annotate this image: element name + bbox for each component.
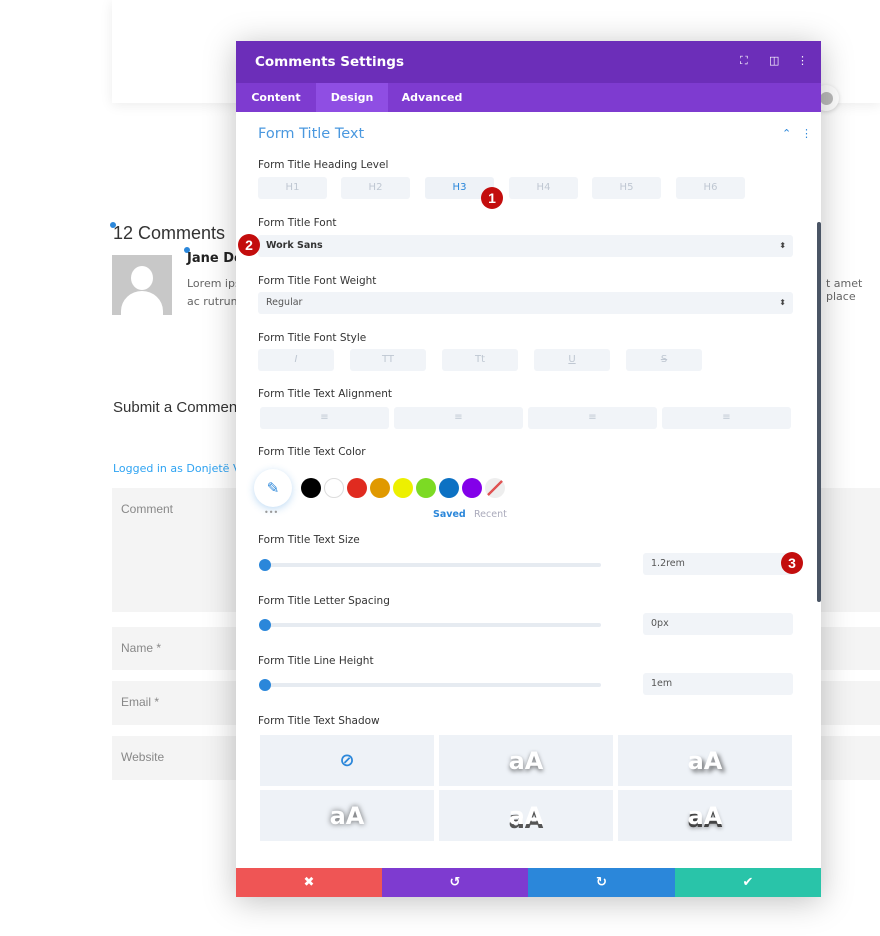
tab-advanced[interactable]: Advanced bbox=[401, 91, 463, 104]
color-swatch-red[interactable] bbox=[347, 478, 367, 498]
text-shadow-label: Form Title Text Shadow bbox=[258, 715, 380, 727]
edit-dot[interactable] bbox=[184, 247, 190, 253]
edit-dot[interactable] bbox=[110, 222, 116, 228]
section-menu-icon[interactable]: ⋮ bbox=[801, 127, 812, 140]
heading-level-label: Form Title Heading Level bbox=[258, 159, 389, 171]
style-strikethrough[interactable]: S bbox=[626, 349, 702, 371]
comments-count-title: 12 Comments bbox=[113, 223, 226, 243]
heading-h1[interactable]: H1 bbox=[258, 177, 327, 199]
saved-colors-tab[interactable]: Saved bbox=[433, 509, 466, 520]
shadow-preset-3[interactable]: aA bbox=[260, 790, 434, 841]
settings-panel: Comments Settings ⛶ ◫ ⋮ Content Design A… bbox=[236, 41, 821, 897]
comment-text: t amet place bbox=[826, 277, 863, 303]
font-weight-select[interactable]: Regular ⬍ bbox=[258, 292, 793, 314]
scrollbar[interactable] bbox=[817, 222, 821, 602]
heading-h6[interactable]: H6 bbox=[676, 177, 745, 199]
text-color-label: Form Title Text Color bbox=[258, 446, 366, 458]
color-swatch-yellow[interactable] bbox=[393, 478, 413, 498]
style-italic[interactable]: I bbox=[258, 349, 334, 371]
heading-h3[interactable]: H3 bbox=[425, 177, 494, 199]
avatar bbox=[112, 255, 172, 315]
color-swatch-blue[interactable] bbox=[439, 478, 459, 498]
line-height-input[interactable]: 1em bbox=[643, 673, 793, 695]
panel-header: Comments Settings ⛶ ◫ ⋮ bbox=[236, 41, 821, 83]
shadow-preset-1[interactable]: aA bbox=[439, 735, 613, 786]
tab-content[interactable]: Content bbox=[251, 91, 301, 104]
comment-author: Jane Doe bbox=[187, 251, 252, 266]
line-height-slider[interactable] bbox=[259, 679, 601, 691]
recent-colors-tab[interactable]: Recent bbox=[474, 509, 507, 520]
check-icon: ✔ bbox=[742, 875, 754, 890]
step-badge: 2 bbox=[238, 234, 260, 256]
color-swatch-purple[interactable] bbox=[462, 478, 482, 498]
shadow-preset-5[interactable]: aA bbox=[618, 790, 792, 841]
more-options-icon[interactable]: ⋮ bbox=[797, 54, 808, 67]
fullscreen-icon[interactable]: ⛶ bbox=[740, 54, 748, 67]
font-weight-value: Regular bbox=[266, 297, 303, 308]
align-center-icon[interactable]: ≡ bbox=[394, 407, 523, 429]
redo-icon: ↻ bbox=[596, 875, 607, 890]
step-badge: 3 bbox=[781, 552, 803, 574]
save-button[interactable]: ✔ bbox=[675, 868, 821, 897]
letter-spacing-slider[interactable] bbox=[259, 619, 601, 631]
font-value: Work Sans bbox=[266, 240, 323, 251]
slider-handle[interactable] bbox=[259, 679, 271, 691]
undo-button[interactable]: ↺ bbox=[382, 868, 528, 897]
no-shadow-icon[interactable]: ⊘ bbox=[260, 735, 434, 786]
align-left-icon[interactable]: ≡ bbox=[260, 407, 389, 429]
alignment-label: Form Title Text Alignment bbox=[258, 388, 392, 400]
shadow-preset-2[interactable]: aA bbox=[618, 735, 792, 786]
text-size-label: Form Title Text Size bbox=[258, 534, 360, 546]
color-swatch-orange[interactable] bbox=[370, 478, 390, 498]
comment-text: Lorem ips bbox=[187, 277, 241, 290]
color-swatch-black[interactable] bbox=[301, 478, 321, 498]
cancel-button[interactable]: ✖ bbox=[236, 868, 382, 897]
font-style-label: Form Title Font Style bbox=[258, 332, 367, 344]
collapse-chevron-icon[interactable]: ⌃ bbox=[782, 127, 792, 140]
logged-in-link[interactable]: Logged in as Donjetë Vun bbox=[113, 462, 254, 475]
letter-spacing-input[interactable]: 0px bbox=[643, 613, 793, 635]
redo-button[interactable]: ↻ bbox=[528, 868, 675, 897]
style-capitalize[interactable]: Tt bbox=[442, 349, 518, 371]
font-select[interactable]: Work Sans ⬍ bbox=[258, 235, 793, 257]
heading-h5[interactable]: H5 bbox=[592, 177, 661, 199]
color-swatch-green[interactable] bbox=[416, 478, 436, 498]
tab-bar: Content Design Advanced bbox=[236, 83, 821, 112]
panel-title: Comments Settings bbox=[255, 54, 404, 70]
font-weight-label: Form Title Font Weight bbox=[258, 275, 377, 287]
style-uppercase[interactable]: TT bbox=[350, 349, 426, 371]
more-colors-button[interactable]: ••• bbox=[264, 508, 279, 517]
comment-text: ac rutrum bbox=[187, 295, 242, 308]
section-title[interactable]: Form Title Text bbox=[258, 126, 365, 142]
text-size-input[interactable]: 1.2rem bbox=[643, 553, 793, 575]
select-arrows-icon: ⬍ bbox=[779, 298, 786, 307]
line-height-label: Form Title Line Height bbox=[258, 655, 374, 667]
eyedropper-icon[interactable]: ✎ bbox=[254, 469, 292, 507]
no-color-swatch[interactable] bbox=[485, 478, 505, 498]
split-view-icon[interactable]: ◫ bbox=[769, 54, 780, 67]
align-justify-icon[interactable]: ≡ bbox=[662, 407, 791, 429]
shadow-preset-4[interactable]: aA bbox=[439, 790, 613, 841]
align-right-icon[interactable]: ≡ bbox=[528, 407, 657, 429]
letter-spacing-label: Form Title Letter Spacing bbox=[258, 595, 390, 607]
tab-design[interactable]: Design bbox=[316, 83, 388, 112]
slider-handle[interactable] bbox=[259, 619, 271, 631]
step-badge: 1 bbox=[481, 187, 503, 209]
heading-h4[interactable]: H4 bbox=[509, 177, 578, 199]
text-size-slider[interactable] bbox=[259, 559, 601, 571]
close-icon: ✖ bbox=[303, 875, 315, 890]
slider-handle[interactable] bbox=[259, 559, 271, 571]
font-label: Form Title Font bbox=[258, 217, 337, 229]
select-arrows-icon: ⬍ bbox=[779, 241, 786, 250]
heading-h2[interactable]: H2 bbox=[341, 177, 410, 199]
submit-comment-title: Submit a Comment bbox=[113, 399, 242, 416]
style-underline[interactable]: U bbox=[534, 349, 610, 371]
color-swatch-white[interactable] bbox=[324, 478, 344, 498]
undo-icon: ↺ bbox=[449, 875, 461, 890]
